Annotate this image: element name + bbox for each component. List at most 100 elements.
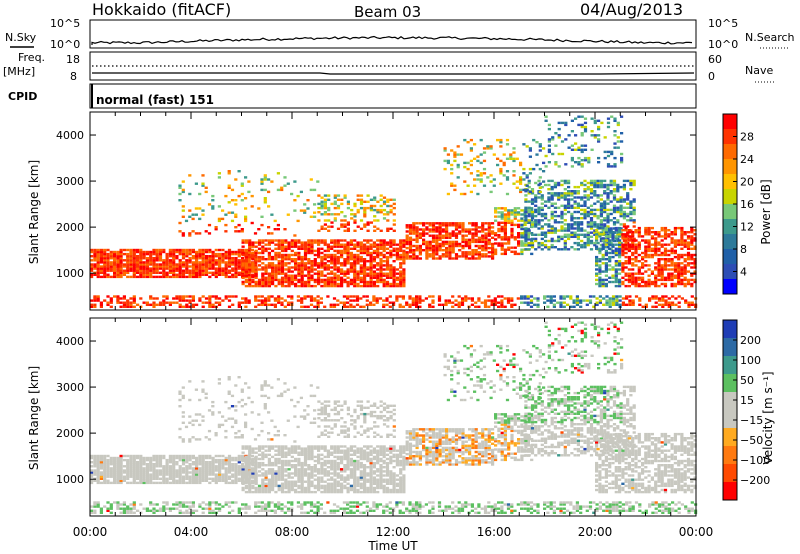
power-cell (491, 230, 495, 233)
power-cell (625, 303, 629, 306)
power-cell (589, 210, 594, 214)
power-cell (690, 237, 694, 240)
power-cell (323, 266, 327, 269)
power-cell (425, 249, 429, 252)
power-cell (172, 257, 176, 260)
power-cell (188, 299, 192, 302)
power-cell (512, 157, 516, 160)
power-cell (191, 248, 195, 252)
power-cell (227, 271, 232, 274)
velocity-cell (103, 456, 107, 460)
power-cell (494, 242, 498, 245)
power-cell (499, 172, 503, 175)
power-cell (601, 255, 605, 259)
power-cell (683, 282, 687, 286)
power-cell (119, 250, 123, 254)
power-cell (168, 261, 172, 264)
power-cell (431, 244, 436, 248)
power-cell (333, 245, 337, 248)
velocity-cell (201, 463, 205, 466)
power-cell (667, 276, 671, 279)
power-cell (580, 163, 584, 166)
power-cell (297, 255, 301, 259)
power-cell (310, 266, 314, 269)
velocity-cell (136, 463, 140, 466)
power-cell (510, 223, 514, 227)
power-cell (136, 303, 140, 306)
power-cell (116, 273, 120, 276)
velocity-cell (158, 465, 163, 468)
power-cell (606, 246, 610, 249)
power-cell (583, 179, 587, 183)
power-cell (372, 264, 376, 267)
velocity-cell (136, 475, 140, 478)
power-cell (152, 275, 156, 279)
power-cell (595, 255, 599, 259)
power-cell (611, 295, 616, 298)
power-cell (244, 299, 248, 302)
power-cell (451, 246, 455, 250)
power-cell (340, 284, 344, 288)
power-cell (634, 245, 638, 248)
power-cell (330, 260, 334, 263)
power-cell (580, 125, 584, 129)
power-cell (178, 265, 182, 268)
power-cell (595, 282, 599, 286)
velocity-cell (172, 461, 176, 464)
power-cell (349, 258, 353, 261)
power-cell (93, 267, 97, 270)
power-cell (597, 125, 601, 129)
power-cell (484, 244, 488, 248)
power-cell (395, 284, 399, 288)
power-cell (614, 253, 618, 257)
power-cell (441, 236, 445, 239)
power-cell (261, 258, 265, 261)
velocity-cell (165, 463, 169, 466)
power-cell (667, 260, 671, 263)
power-cell (576, 227, 580, 230)
power-cell (583, 183, 587, 187)
power-cell (257, 258, 262, 261)
power-cell (198, 269, 202, 272)
power-cell (631, 251, 635, 255)
power-cell (349, 278, 353, 282)
power-cell (609, 227, 613, 230)
power-cell (631, 241, 635, 244)
power-cell (96, 269, 100, 272)
power-cell (191, 257, 195, 260)
power-cell (647, 284, 651, 288)
power-cell (149, 259, 153, 262)
power-cell (162, 295, 166, 298)
power-cell (333, 260, 337, 263)
power-cell (290, 253, 294, 257)
power-cell (507, 211, 511, 214)
power-cell (261, 284, 265, 288)
power-cell (287, 268, 291, 271)
power-cell (503, 215, 507, 218)
velocity-cell (139, 469, 143, 472)
power-cell (188, 174, 192, 177)
power-cell (415, 305, 419, 308)
power-cell (461, 236, 465, 239)
power-cell (336, 251, 340, 255)
power-cell (474, 301, 478, 304)
velocity-cell (99, 454, 103, 458)
power-cell (627, 268, 631, 271)
power-cell (631, 243, 635, 246)
power-cell (122, 301, 126, 304)
power-cell (372, 245, 376, 248)
power-cell (525, 176, 529, 179)
power-cell (280, 255, 285, 259)
power-cell (673, 266, 677, 269)
power-cell (598, 249, 602, 253)
power-cell (287, 280, 291, 284)
power-cell (500, 213, 504, 216)
velocity-cell (142, 458, 146, 462)
power-cell (178, 252, 182, 256)
power-cell (405, 251, 409, 254)
power-cell (136, 259, 140, 262)
power-cell (613, 165, 617, 168)
power-cell (376, 251, 380, 255)
power-cell (356, 284, 360, 288)
power-cell (208, 271, 212, 274)
